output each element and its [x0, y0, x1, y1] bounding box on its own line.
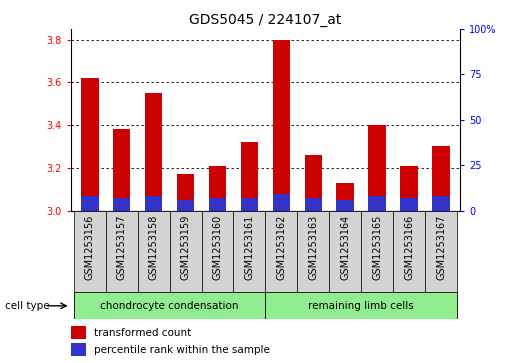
Bar: [209, 198, 226, 211]
Bar: [106, 211, 138, 292]
Bar: [81, 196, 98, 211]
Text: GSM1253161: GSM1253161: [244, 215, 255, 280]
Bar: [113, 198, 130, 211]
Text: percentile rank within the sample: percentile rank within the sample: [94, 344, 270, 355]
Bar: [368, 125, 386, 211]
Bar: [138, 211, 169, 292]
Bar: [272, 194, 290, 211]
Bar: [241, 142, 258, 211]
Bar: [177, 174, 195, 211]
Text: chondrocyte condensation: chondrocyte condensation: [100, 301, 239, 311]
Bar: [266, 292, 457, 319]
Bar: [71, 343, 86, 356]
Bar: [272, 40, 290, 211]
Bar: [209, 166, 226, 211]
Bar: [304, 155, 322, 211]
Bar: [304, 198, 322, 211]
Bar: [145, 196, 163, 211]
Bar: [81, 78, 98, 211]
Text: GSM1253163: GSM1253163: [309, 215, 319, 280]
Bar: [336, 200, 354, 211]
Bar: [298, 211, 329, 292]
Bar: [201, 211, 233, 292]
Text: GSM1253157: GSM1253157: [117, 215, 127, 280]
Title: GDS5045 / 224107_at: GDS5045 / 224107_at: [189, 13, 342, 26]
Bar: [74, 211, 106, 292]
Bar: [74, 292, 266, 319]
Bar: [169, 211, 201, 292]
Bar: [401, 166, 418, 211]
Bar: [329, 211, 361, 292]
Bar: [145, 93, 163, 211]
Bar: [433, 196, 450, 211]
Bar: [266, 211, 298, 292]
Text: GSM1253162: GSM1253162: [276, 215, 287, 280]
Text: GSM1253156: GSM1253156: [85, 215, 95, 280]
Bar: [241, 198, 258, 211]
Bar: [425, 211, 457, 292]
Text: GSM1253158: GSM1253158: [149, 215, 158, 280]
Text: GSM1253167: GSM1253167: [436, 215, 446, 280]
Bar: [433, 147, 450, 211]
Text: GSM1253166: GSM1253166: [404, 215, 414, 280]
Bar: [177, 200, 195, 211]
Text: GSM1253160: GSM1253160: [212, 215, 222, 280]
Text: GSM1253159: GSM1253159: [180, 215, 190, 280]
Text: GSM1253165: GSM1253165: [372, 215, 382, 280]
Text: remaining limb cells: remaining limb cells: [309, 301, 414, 311]
Bar: [71, 326, 86, 339]
Bar: [113, 129, 130, 211]
Bar: [233, 211, 266, 292]
Bar: [393, 211, 425, 292]
Text: GSM1253164: GSM1253164: [340, 215, 350, 280]
Text: cell type: cell type: [5, 301, 50, 311]
Bar: [368, 196, 386, 211]
Bar: [361, 211, 393, 292]
Bar: [336, 183, 354, 211]
Bar: [401, 198, 418, 211]
Text: transformed count: transformed count: [94, 327, 191, 338]
